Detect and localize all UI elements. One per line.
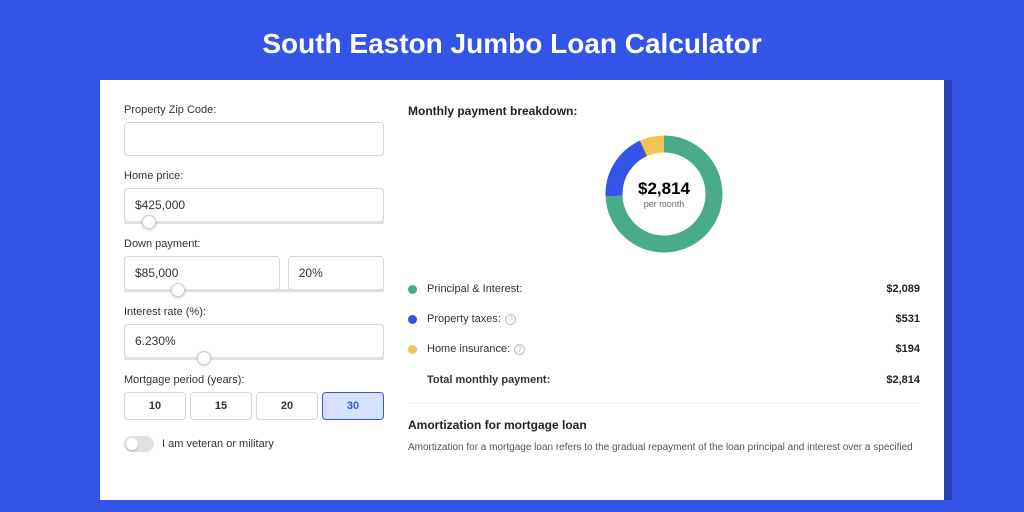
down-payment-slider[interactable] <box>124 289 384 292</box>
legend-row: Property taxes: ?$531 <box>408 304 920 334</box>
period-option-10[interactable]: 10 <box>124 392 186 420</box>
amortization-text: Amortization for a mortgage loan refers … <box>408 440 920 455</box>
legend-label: Home insurance: ? <box>427 343 896 355</box>
legend-total-row: Total monthly payment:$2,814 <box>408 364 920 395</box>
home-price-slider[interactable] <box>124 221 384 224</box>
period-option-15[interactable]: 15 <box>190 392 252 420</box>
info-icon[interactable]: ? <box>505 314 516 325</box>
legend-row: Principal & Interest:$2,089 <box>408 274 920 304</box>
period-option-30[interactable]: 30 <box>322 392 384 420</box>
down-payment-field-group: Down payment: <box>124 238 384 292</box>
calculator-card: Property Zip Code: Home price: Down paym… <box>100 80 944 500</box>
down-payment-amount-input[interactable] <box>124 256 280 290</box>
page-title: South Easton Jumbo Loan Calculator <box>0 0 1024 80</box>
breakdown-title: Monthly payment breakdown: <box>408 104 920 118</box>
legend-label: Property taxes: ? <box>427 313 896 325</box>
donut-chart-wrap: $2,814 per month <box>408 126 920 270</box>
mortgage-period-options: 10152030 <box>124 392 384 420</box>
interest-rate-slider-thumb[interactable] <box>197 351 211 365</box>
zip-field-group: Property Zip Code: <box>124 104 384 156</box>
interest-rate-label: Interest rate (%): <box>124 306 384 318</box>
inputs-panel: Property Zip Code: Home price: Down paym… <box>124 104 384 500</box>
legend-value: $194 <box>896 343 920 355</box>
mortgage-period-label: Mortgage period (years): <box>124 374 384 386</box>
down-payment-slider-thumb[interactable] <box>171 283 185 297</box>
home-price-slider-thumb[interactable] <box>142 215 156 229</box>
interest-rate-field-group: Interest rate (%): <box>124 306 384 360</box>
legend-dot <box>408 345 417 354</box>
legend: Principal & Interest:$2,089Property taxe… <box>408 274 920 395</box>
total-label: Total monthly payment: <box>427 374 886 386</box>
legend-dot <box>408 315 417 324</box>
donut-center: $2,814 per month <box>604 134 724 254</box>
veteran-toggle-row: I am veteran or military <box>124 436 384 452</box>
legend-value: $2,089 <box>886 283 920 295</box>
legend-dot <box>408 285 417 294</box>
zip-label: Property Zip Code: <box>124 104 384 116</box>
interest-rate-input[interactable] <box>124 324 384 358</box>
amortization-section: Amortization for mortgage loan Amortizat… <box>408 403 920 455</box>
home-price-input[interactable] <box>124 188 384 222</box>
home-price-field-group: Home price: <box>124 170 384 224</box>
total-value: $2,814 <box>886 374 920 386</box>
zip-input[interactable] <box>124 122 384 156</box>
interest-rate-slider[interactable] <box>124 357 384 360</box>
veteran-toggle[interactable] <box>124 436 154 452</box>
home-price-label: Home price: <box>124 170 384 182</box>
donut-sub: per month <box>644 199 685 209</box>
amortization-title: Amortization for mortgage loan <box>408 418 920 432</box>
legend-label: Principal & Interest: <box>427 283 886 295</box>
legend-row: Home insurance: ?$194 <box>408 334 920 364</box>
period-option-20[interactable]: 20 <box>256 392 318 420</box>
down-payment-percent-input[interactable] <box>288 256 384 290</box>
breakdown-panel: Monthly payment breakdown: $2,814 per mo… <box>408 104 920 500</box>
legend-value: $531 <box>896 313 920 325</box>
info-icon[interactable]: ? <box>514 344 525 355</box>
down-payment-label: Down payment: <box>124 238 384 250</box>
mortgage-period-field-group: Mortgage period (years): 10152030 <box>124 374 384 420</box>
donut-chart: $2,814 per month <box>604 134 724 254</box>
veteran-label: I am veteran or military <box>162 438 274 450</box>
donut-amount: $2,814 <box>638 179 690 199</box>
